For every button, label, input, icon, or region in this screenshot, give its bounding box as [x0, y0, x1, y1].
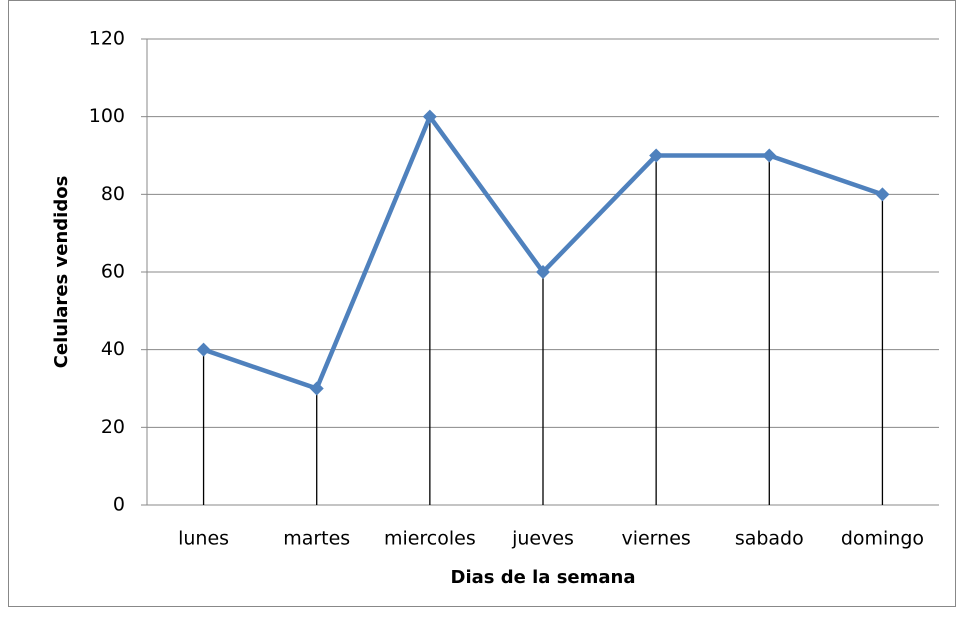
- y-tick-label: 0: [113, 494, 125, 516]
- marker: [875, 187, 890, 202]
- x-tick-label: domingo: [841, 528, 924, 550]
- y-tick-label: 80: [101, 183, 125, 205]
- x-tick-label: viernes: [621, 528, 690, 550]
- chart-border: [8, 0, 956, 607]
- x-tick-label: lunes: [178, 528, 229, 550]
- y-tick-label: 40: [101, 338, 125, 360]
- x-axis-title: Dias de la semana: [451, 567, 636, 588]
- marker: [196, 342, 211, 357]
- marker: [649, 148, 664, 163]
- y-tick-label: 60: [101, 261, 125, 283]
- x-tick-label: sabado: [735, 528, 804, 550]
- y-tick-label: 120: [89, 28, 125, 50]
- marker: [762, 148, 777, 163]
- marker: [422, 109, 437, 124]
- marker: [536, 265, 550, 279]
- y-tick-label: 20: [101, 416, 125, 438]
- y-axis-title: Celulares vendidos: [51, 176, 72, 369]
- marker: [309, 381, 324, 396]
- x-tick-label: miercoles: [384, 528, 476, 550]
- y-tick-label: 100: [89, 105, 125, 127]
- x-tick-label: martes: [283, 528, 350, 550]
- x-tick-label: jueves: [511, 528, 574, 550]
